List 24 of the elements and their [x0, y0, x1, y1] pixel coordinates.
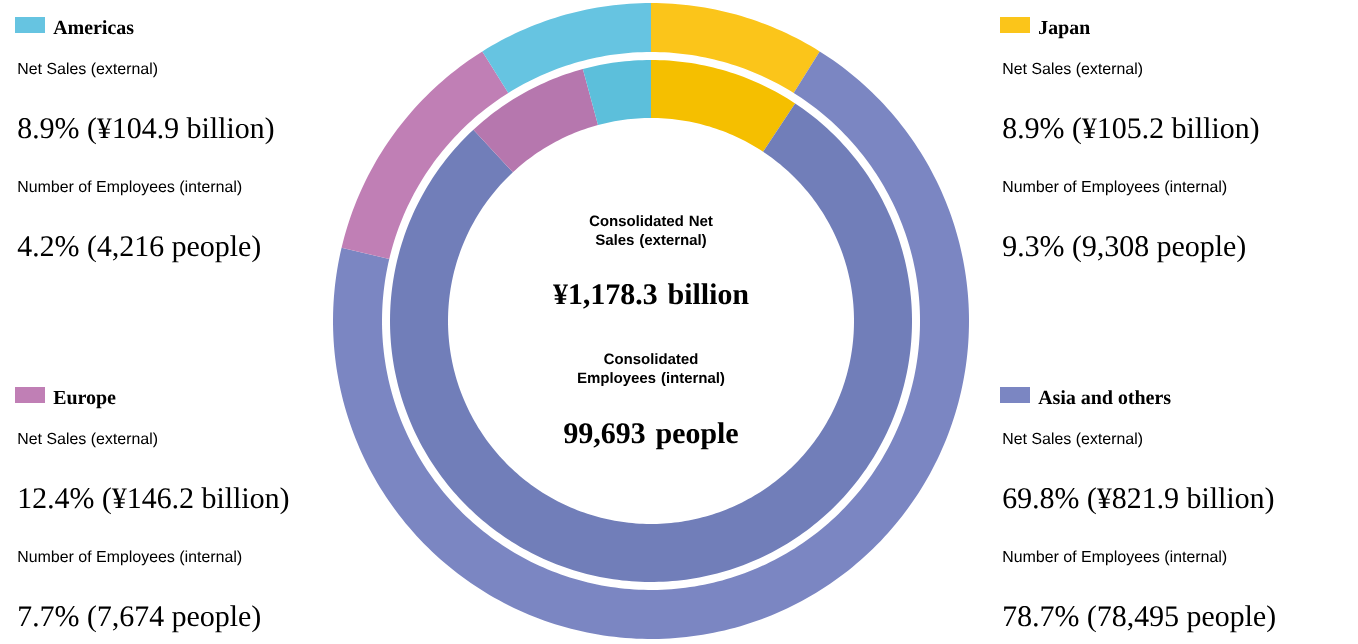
text: Net Sales (external): [18, 62, 158, 78]
legend-label: Japan: [1039, 20, 1090, 39]
text: 8.9% (¥105.2 billion): [1003, 117, 1259, 145]
text: 4.2% (4,216 people): [17, 235, 260, 263]
text: 78.7% (78,495 people): [1004, 605, 1275, 633]
text: Number of Employees (internal): [1003, 550, 1227, 566]
text: Net Sales (external): [18, 432, 158, 448]
text: Consolidated Employees (internal): [578, 353, 725, 387]
slice-label: Net Sales (external): [1003, 432, 1143, 448]
slice-label: Number of Employees (internal): [1003, 180, 1227, 196]
text: 8.9% (¥104.9 billion): [18, 117, 274, 145]
text: 7.7% (7,674 people): [19, 605, 260, 633]
text: Number of Employees (internal): [18, 180, 242, 196]
text: 99,693 people: [564, 422, 738, 450]
legend-label: Europe: [53, 390, 116, 409]
legend-label: Americas: [53, 20, 134, 35]
legend-label: Asia and others: [1038, 390, 1171, 405]
text: ¥1,178.3 billion: [553, 283, 749, 309]
text: 69.8% (¥821.9 billion): [1003, 487, 1274, 515]
text: Consolidated Net Sales (external): [589, 215, 713, 249]
text: 12.4% (¥146.2 billion): [19, 487, 289, 515]
text: 9.3% (9,308 people): [1003, 235, 1245, 263]
text: Net Sales (external): [1003, 62, 1143, 78]
text: Number of Employees (internal): [18, 550, 242, 566]
